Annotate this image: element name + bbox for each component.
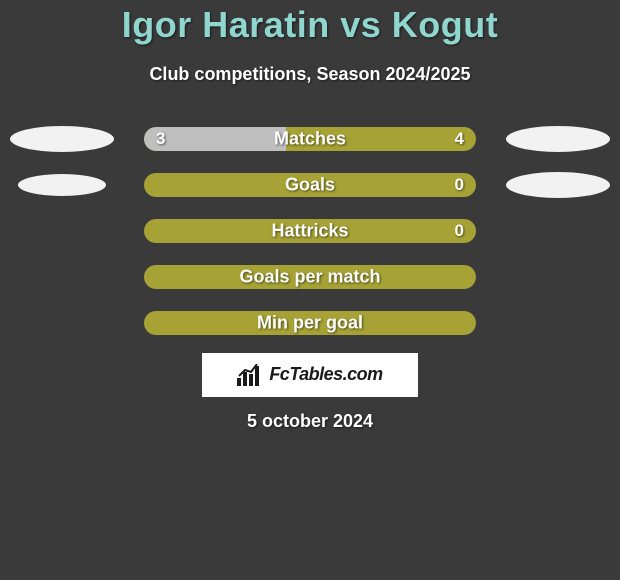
ellipse-slot-left [2, 126, 122, 152]
stat-value-right: 0 [455, 175, 464, 195]
date-label: 5 october 2024 [0, 411, 620, 432]
logo-bars-icon [237, 364, 263, 386]
stat-row: Min per goal [0, 311, 620, 335]
stat-bar: Hattricks 0 [144, 219, 476, 243]
ellipse-slot-left [2, 174, 122, 196]
stat-label: Matches [274, 128, 346, 149]
stat-value-right: 4 [455, 129, 464, 149]
stat-row: Hattricks 0 [0, 219, 620, 243]
stat-bar: Matches 3 4 [144, 127, 476, 151]
subtitle: Club competitions, Season 2024/2025 [0, 64, 620, 85]
logo-text: FcTables.com [269, 364, 382, 385]
stat-label: Goals per match [239, 266, 380, 287]
player-ellipse-right [506, 172, 610, 198]
stat-bar: Goals 0 [144, 173, 476, 197]
stats-rows: Matches 3 4 Goals 0 Hattricks 0 Goals per match… [0, 127, 620, 335]
player-ellipse-left [18, 174, 106, 196]
ellipse-slot-right [498, 126, 618, 152]
stat-label: Min per goal [257, 312, 363, 333]
ellipse-slot-right [498, 172, 618, 198]
stat-value-right: 0 [455, 221, 464, 241]
stat-label: Hattricks [271, 220, 348, 241]
logo-box: FcTables.com [202, 353, 418, 397]
player-ellipse-left [10, 126, 114, 152]
stat-row: Matches 3 4 [0, 127, 620, 151]
stat-bar: Min per goal [144, 311, 476, 335]
stat-row: Goals per match [0, 265, 620, 289]
player-ellipse-right [506, 126, 610, 152]
stat-label: Goals [285, 174, 335, 195]
stat-value-left: 3 [156, 129, 165, 149]
stat-bar: Goals per match [144, 265, 476, 289]
page-title: Igor Haratin vs Kogut [0, 0, 620, 45]
stat-row: Goals 0 [0, 173, 620, 197]
